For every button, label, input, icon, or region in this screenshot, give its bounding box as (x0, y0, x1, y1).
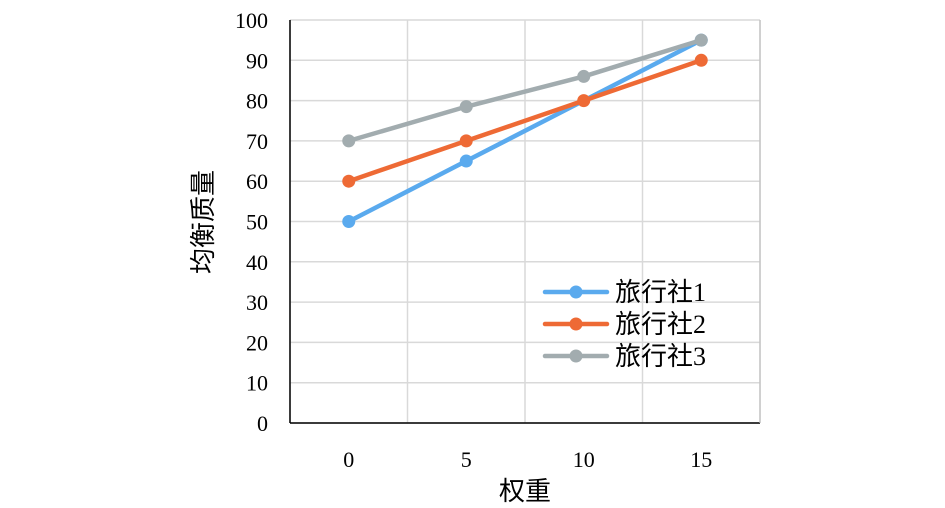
y-tick-label: 30 (246, 290, 268, 315)
series-2-point (577, 94, 591, 108)
series-1-point (342, 215, 356, 228)
y-tick-label: 80 (246, 89, 268, 114)
series-2 (342, 53, 708, 188)
legend-marker-2 (569, 317, 583, 331)
series-2-segment (464, 98, 586, 144)
legend: 旅行社1 旅行社2 旅行社3 (542, 278, 706, 371)
x-tick-label: 5 (461, 447, 472, 472)
y-tick-label: 60 (246, 169, 268, 194)
y-axis-title: 均衡质量 (189, 170, 218, 274)
series-2-point (342, 174, 356, 188)
series-3 (342, 33, 708, 148)
y-tick-label: 0 (257, 411, 268, 436)
series-3-segment (581, 37, 704, 79)
x-tick-label: 15 (690, 447, 712, 472)
series-2-segment (346, 138, 469, 184)
legend-marker-1 (569, 285, 583, 299)
series-3-segment (464, 74, 586, 109)
y-tick-label: 40 (246, 250, 268, 275)
series-3-point (694, 33, 708, 47)
y-tick-label: 20 (246, 330, 268, 355)
series-2-segment (581, 58, 704, 103)
x-tick-label: 10 (573, 447, 595, 472)
legend-label-3: 旅行社3 (615, 342, 706, 371)
series-2-point (694, 53, 708, 67)
x-axis-title: 权重 (499, 477, 551, 506)
legend-label-1: 旅行社1 (615, 278, 706, 307)
series-3-segment (346, 104, 469, 144)
series-2-point (459, 134, 473, 148)
y-tick-label: 70 (246, 129, 268, 154)
y-tick-label: 90 (246, 48, 268, 73)
y-tick-label: 50 (246, 210, 268, 235)
series-1-point (459, 154, 473, 168)
y-tick-label: 10 (246, 371, 268, 396)
series-3-point (577, 69, 591, 83)
series-3-point (459, 100, 473, 114)
series-3-point (342, 134, 356, 148)
grid-lines (289, 19, 761, 424)
series-1-segment (346, 158, 469, 224)
legend-label-2: 旅行社2 (615, 310, 706, 339)
legend-marker-3 (569, 349, 583, 363)
y-tick-label: 100 (235, 8, 268, 33)
tick-labels: 0 10 20 30 40 50 60 70 80 90 100 0 5 10 15 (235, 8, 712, 472)
axes (289, 20, 761, 424)
x-tick-label: 0 (343, 447, 354, 472)
series-group (342, 33, 708, 228)
